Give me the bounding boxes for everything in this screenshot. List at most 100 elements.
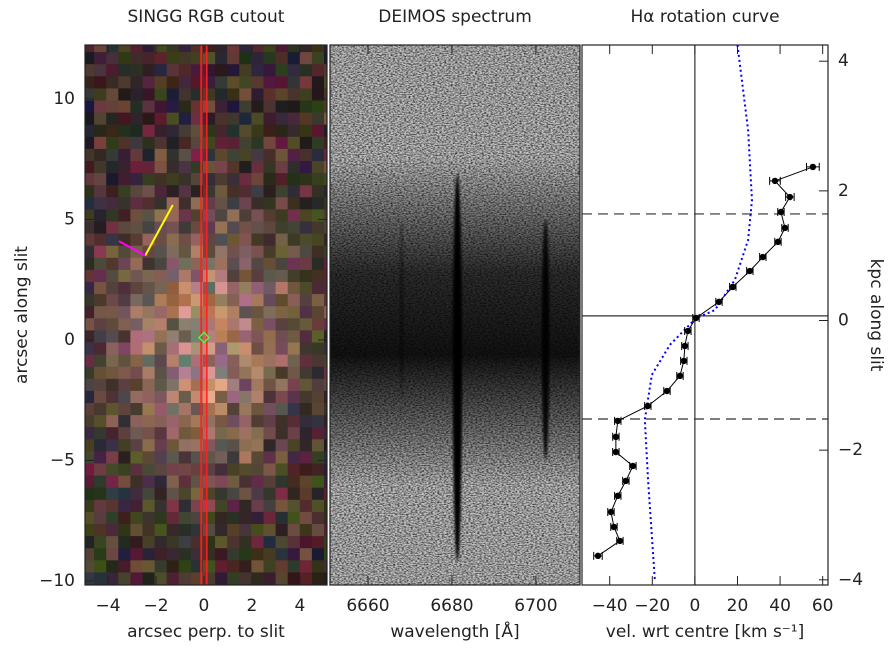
image-pixel [251,282,264,295]
image-pixel [166,451,180,464]
image-pixel [142,403,156,416]
image-pixel [154,45,168,53]
image-pixel [106,415,119,428]
image-pixel [299,88,313,101]
image-pixel [178,294,192,307]
series-line [643,45,753,581]
image-pixel [227,64,240,77]
x-tick-label: 60 [812,596,834,616]
image-pixel [275,185,289,198]
x-tick-label: 2 [247,596,258,616]
image-pixel [178,282,192,295]
data-point [644,402,652,410]
image-pixel [215,269,228,283]
image-pixel [85,342,95,356]
image-pixel [239,257,252,271]
image-pixel [106,439,119,452]
image-pixel [299,185,313,198]
image-pixel [215,548,228,561]
emission-line [452,173,463,562]
image-pixel [263,487,277,501]
image-pixel [154,233,168,247]
image-pixel [142,536,156,549]
image-pixel [154,148,168,162]
image-pixel [263,209,277,222]
image-pixel [324,185,327,198]
image-pixel [94,269,107,283]
image-pixel [85,427,95,440]
image-pixel [311,415,325,428]
image-pixel [251,439,264,452]
image-pixel [106,511,119,525]
image-pixel [299,52,313,65]
image-pixel [311,161,325,174]
image-pixel [287,318,301,331]
image-pixel [287,354,301,368]
image-pixel [85,294,95,307]
image-pixel [166,499,180,513]
image-pixel [251,548,264,561]
image-pixel [251,148,264,162]
image-pixel [118,306,131,319]
image-pixel [324,88,327,101]
emission-line [399,219,404,401]
image-pixel [215,415,228,428]
image-pixel [142,45,156,53]
image-pixel [275,45,289,53]
image-pixel [263,499,277,513]
image-pixel [178,354,192,368]
image-pixel [251,487,264,501]
image-pixel [85,52,95,65]
image-pixel [227,209,240,222]
slit-band [201,45,207,585]
image-pixel [94,475,107,489]
image-pixel [106,463,119,477]
image-pixel [166,76,180,89]
image-pixel [263,378,277,392]
image-pixel [251,197,264,210]
series-line [597,166,814,557]
image-pixel [251,475,264,489]
image-pixel [94,221,107,235]
image-pixel [275,342,289,356]
image-pixel [106,282,119,295]
image-pixel [166,487,180,501]
image-pixel [94,354,107,368]
image-pixel [118,245,131,259]
image-pixel [275,354,289,368]
image-pixel [85,378,95,392]
image-pixel [94,318,107,331]
image-pixel [130,282,143,295]
image-pixel [215,511,228,525]
x-tick-label: −4 [95,596,120,616]
image-pixel [311,64,325,77]
image-pixel [275,112,289,126]
image-pixel [106,354,119,368]
image-pixel [287,269,301,283]
image-pixel [178,88,192,101]
image-pixel [227,342,240,356]
image-pixel [118,415,131,428]
image-pixel [324,536,327,549]
image-pixel [251,511,264,525]
image-pixel [275,136,289,150]
data-point [616,537,624,545]
image-pixel [118,511,131,525]
image-pixel [239,148,252,162]
image-pixel [263,100,277,114]
image-pixel [227,197,240,210]
image-pixel [251,318,264,331]
image-pixel [154,124,168,138]
image-pixel [251,306,264,319]
image-pixel [275,572,289,585]
data-point [676,372,684,380]
image-pixel [178,342,192,356]
image-pixel [178,197,192,210]
image-pixel [85,524,95,537]
x-axis-label: vel. wrt centre [km s⁻¹] [606,622,804,642]
image-pixel [118,354,131,368]
image-pixel [130,257,143,271]
image-pixel [178,233,192,247]
image-pixel [130,294,143,307]
data-point [759,253,767,261]
